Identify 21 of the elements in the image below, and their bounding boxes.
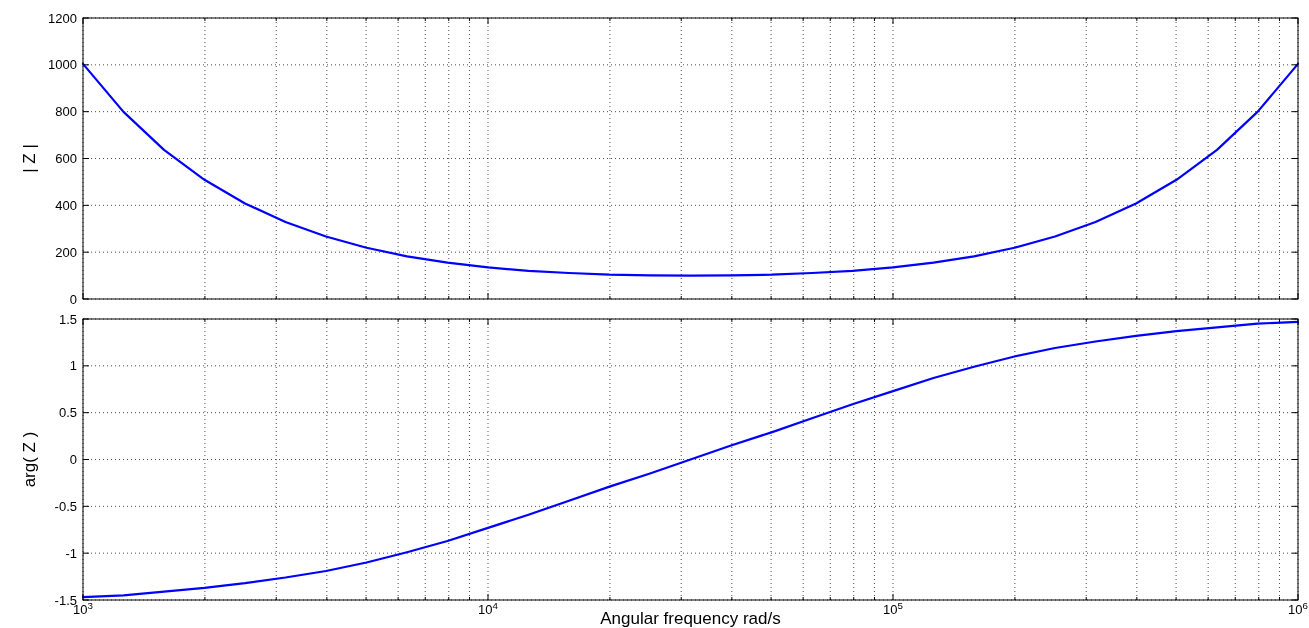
y-tick-label: 0 xyxy=(69,452,77,467)
y-tick-label: 200 xyxy=(55,244,77,260)
x-tick-label: 10$^{5}$ xyxy=(883,599,904,617)
y-tick-label: 400 xyxy=(55,197,77,213)
y-tick-label: 0.5 xyxy=(58,405,77,421)
y-tick-label: 1000 xyxy=(48,57,77,73)
y-tick-label: 600 xyxy=(55,151,77,166)
y-tick-label: 1200 xyxy=(48,10,77,26)
x-tick-label: 10$^{4}$ xyxy=(478,599,499,617)
line-series xyxy=(81,62,1300,277)
y-tick-label: 0 xyxy=(69,291,77,307)
y-axis-title: arg( Z ) xyxy=(20,431,39,488)
y-tick-label: -0.5 xyxy=(54,498,77,514)
x-axis-title: Angular frequency rad/s xyxy=(600,609,781,628)
y-tick-label: -1 xyxy=(65,545,77,561)
y-tick-label: 1.5 xyxy=(58,311,77,327)
line-series xyxy=(81,320,1300,599)
y-tick-label: 1 xyxy=(69,358,77,374)
x-tick-label: 10$^{6}$ xyxy=(1288,599,1308,617)
y-tick-label: 800 xyxy=(55,104,77,120)
y-axis-title: | Z | xyxy=(20,144,39,173)
